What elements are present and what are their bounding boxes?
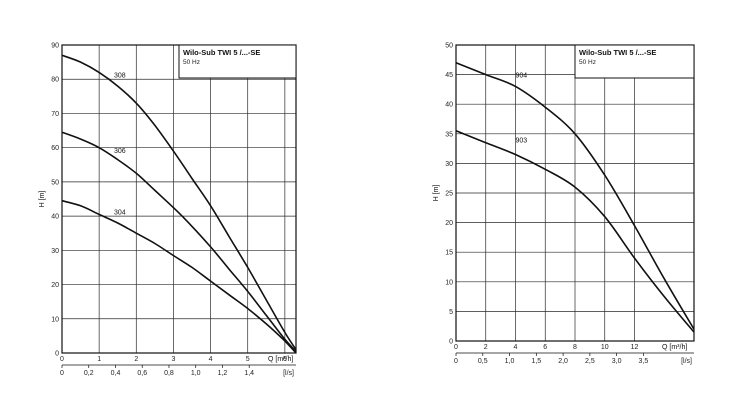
y-tick-label: 0 bbox=[55, 351, 59, 358]
curve-304 bbox=[61, 199, 297, 354]
chart-1-curves bbox=[61, 54, 297, 354]
y-tick-label: 10 bbox=[51, 316, 59, 323]
y-tick-label: 30 bbox=[445, 161, 453, 168]
curve-label-306: 306 bbox=[114, 148, 126, 155]
y-tick-label: 90 bbox=[51, 43, 59, 50]
x-tick-label-ls: 3,5 bbox=[639, 358, 649, 365]
x-tick-label-m3h: 12 bbox=[631, 344, 639, 351]
x-tick-label-ls: 0,2 bbox=[84, 370, 94, 377]
y-tick-label: 45 bbox=[445, 72, 453, 79]
x-tick-label-ls: 0,5 bbox=[478, 358, 488, 365]
y-tick-label: 80 bbox=[51, 77, 59, 84]
chart-1-x-axis-label: Q [m³/h] bbox=[268, 356, 293, 363]
x-axis-unit-ls: [l/s] bbox=[283, 370, 294, 377]
chart-2-x-ticks-m3h: 0 2 4 6 8 10 12 bbox=[454, 344, 638, 351]
curve-label-903: 903 bbox=[516, 138, 528, 145]
chart-2: 0 5 10 15 20 25 30 35 40 45 50 0 2 4 6 8 10 12 0 0,5 1,0 1,… bbox=[433, 43, 695, 365]
y-tick-label: 50 bbox=[51, 179, 59, 186]
chart-1-title-box bbox=[178, 44, 297, 79]
curve-label-304: 304 bbox=[114, 209, 126, 216]
chart-1-y-ticks: 0 10 20 30 40 50 60 70 80 90 bbox=[51, 43, 59, 358]
x-tick-label-ls: 3,0 bbox=[612, 358, 622, 365]
x-tick-label-ls: 0,4 bbox=[111, 370, 121, 377]
x-tick-label-ls: 0 bbox=[454, 358, 458, 365]
y-tick-label: 40 bbox=[445, 102, 453, 109]
y-tick-label: 40 bbox=[51, 214, 59, 221]
y-tick-label: 5 bbox=[449, 309, 453, 316]
curve-904 bbox=[455, 62, 695, 330]
chart-1: 0 10 20 30 40 50 60 70 80 90 0 1 2 3 4 5 6 0 0,2 0,4 0,6 0,… bbox=[39, 43, 297, 377]
chart-2-curves bbox=[455, 62, 695, 333]
chart-1-y-axis-label: H [m] bbox=[39, 191, 46, 208]
x-tick-label-m3h: 3 bbox=[171, 356, 175, 363]
x-tick-label-m3h: 5 bbox=[246, 356, 250, 363]
y-tick-label: 25 bbox=[445, 191, 453, 198]
x-tick-label-m3h: 10 bbox=[601, 344, 609, 351]
y-tick-label: 10 bbox=[445, 279, 453, 286]
x-tick-label-ls: 1,0 bbox=[505, 358, 515, 365]
chart-1-subtitle: 50 Hz bbox=[183, 59, 200, 66]
y-tick-label: 15 bbox=[445, 250, 453, 257]
chart-1-x-ticks-ls: 0 0,2 0,4 0,6 0,8 1,0 1,2 1,4 [l/s] bbox=[60, 364, 296, 377]
y-tick-label: 60 bbox=[51, 145, 59, 152]
chart-1-frame bbox=[61, 44, 297, 354]
y-tick-label: 30 bbox=[51, 248, 59, 255]
chart-1-title: Wilo-Sub TWI 5 /...-SE bbox=[183, 48, 260, 57]
x-tick-label-ls: 0,6 bbox=[137, 370, 147, 377]
x-tick-label-m3h: 0 bbox=[454, 344, 458, 351]
x-tick-label-m3h: 8 bbox=[573, 344, 577, 351]
x-tick-label-ls: 1,2 bbox=[218, 370, 228, 377]
chart-1-curve-labels: 308 306 304 bbox=[114, 73, 126, 217]
chart-1-grid bbox=[61, 44, 296, 354]
chart-2-y-ticks: 0 5 10 15 20 25 30 35 40 45 50 bbox=[445, 43, 453, 346]
chart-2-subtitle: 50 Hz bbox=[579, 59, 596, 66]
x-tick-label-m3h: 1 bbox=[97, 356, 101, 363]
x-tick-label-m3h: 0 bbox=[60, 356, 64, 363]
x-tick-label-m3h: 4 bbox=[209, 356, 213, 363]
x-tick-label-m3h: 4 bbox=[514, 344, 518, 351]
y-tick-label: 0 bbox=[449, 339, 453, 346]
chart-2-x-ticks-ls: 0 0,5 1,0 1,5 2,0 2,5 3,0 3,5 [l/s] bbox=[454, 352, 694, 365]
chart-2-title: Wilo-Sub TWI 5 /...-SE bbox=[579, 48, 656, 57]
x-tick-label-ls: 1,4 bbox=[244, 370, 254, 377]
y-tick-label: 35 bbox=[445, 131, 453, 138]
x-tick-label-m3h: 6 bbox=[543, 344, 547, 351]
y-tick-label: 20 bbox=[51, 282, 59, 289]
curve-label-904: 904 bbox=[516, 73, 528, 80]
chart-2-y-axis-label: H [m] bbox=[433, 185, 440, 202]
x-tick-label-ls: 0,8 bbox=[164, 370, 174, 377]
curve-label-308: 308 bbox=[114, 73, 126, 80]
x-tick-label-ls: 2,0 bbox=[558, 358, 568, 365]
y-tick-label: 50 bbox=[445, 43, 453, 50]
x-tick-label-ls: 1,0 bbox=[191, 370, 201, 377]
y-tick-label: 20 bbox=[445, 220, 453, 227]
curve-306 bbox=[61, 131, 297, 352]
chart-2-x-axis-label: Q [m³/h] bbox=[662, 344, 687, 351]
curve-308 bbox=[61, 54, 297, 351]
chart-1-x-ticks-m3h: 0 1 2 3 4 5 6 bbox=[60, 356, 287, 363]
curve-903 bbox=[455, 130, 695, 333]
x-tick-label-m3h: 2 bbox=[134, 356, 138, 363]
chart-2-title-box bbox=[574, 44, 695, 79]
chart-2-curve-labels: 904 903 bbox=[516, 73, 528, 145]
y-tick-label: 70 bbox=[51, 111, 59, 118]
x-axis-unit-ls: [l/s] bbox=[681, 358, 692, 365]
x-tick-label-m3h: 2 bbox=[484, 344, 488, 351]
x-tick-label-ls: 2,5 bbox=[585, 358, 595, 365]
x-tick-label-ls: 1,5 bbox=[531, 358, 541, 365]
x-tick-label-m3h: 6 bbox=[283, 356, 287, 363]
chart-2-grid bbox=[455, 44, 694, 342]
x-tick-label-ls: 0 bbox=[60, 370, 64, 377]
